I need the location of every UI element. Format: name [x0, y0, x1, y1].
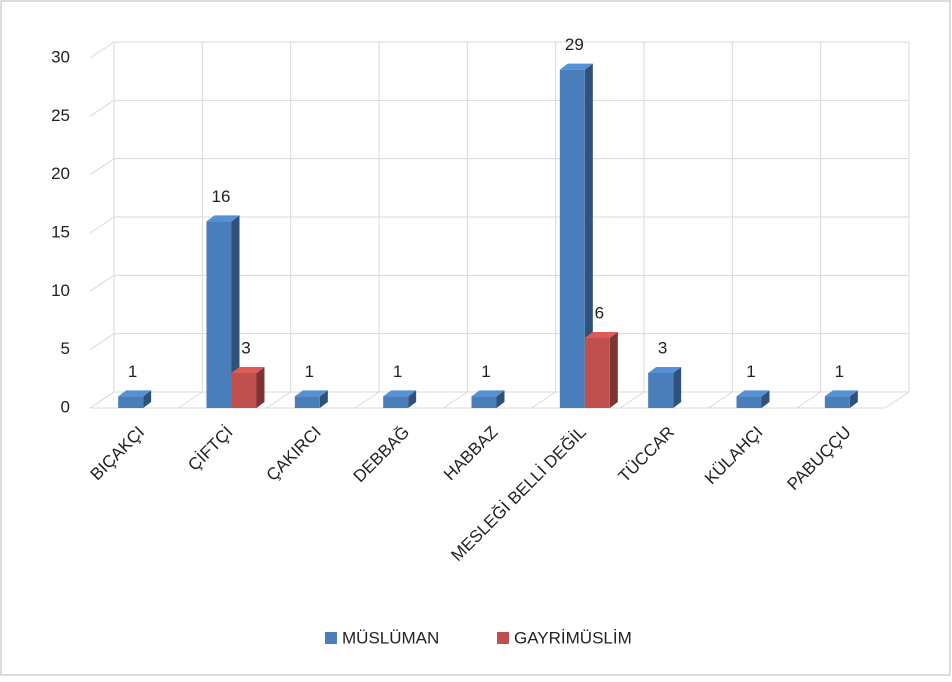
floor-divider — [796, 391, 821, 409]
bar — [294, 390, 328, 408]
y-tick-label: 20 — [51, 164, 70, 183]
grid-line-side — [89, 99, 115, 117]
bar-side — [143, 390, 152, 408]
bar-front — [824, 396, 850, 408]
bar-front — [471, 396, 497, 408]
data-label: 29 — [565, 35, 584, 54]
bar-front — [584, 338, 610, 408]
legend-swatch — [497, 632, 509, 644]
bar — [471, 390, 505, 408]
bar-top — [824, 390, 858, 397]
floor-divider — [708, 391, 733, 409]
bar-top — [584, 332, 618, 338]
floor-divider — [178, 391, 203, 409]
floor-divider — [531, 391, 556, 409]
floor-divider — [619, 391, 645, 409]
bar-top — [648, 367, 682, 373]
bar-front — [736, 396, 762, 408]
bar-side — [496, 390, 505, 408]
data-label: 1 — [835, 362, 844, 381]
legend-label: GAYRİMÜSLİM — [514, 628, 632, 647]
bar-front — [118, 396, 144, 408]
y-tick-label: 10 — [51, 281, 70, 300]
grid-line-side — [89, 158, 115, 176]
bar-top — [736, 390, 770, 397]
grid-line-side — [89, 274, 115, 292]
bar-top — [471, 390, 505, 397]
floor-divider — [266, 391, 291, 409]
bar-side — [408, 390, 417, 408]
data-label: 1 — [128, 362, 137, 381]
bar-front — [294, 396, 320, 408]
bar-front — [648, 373, 674, 408]
bar-side — [761, 390, 770, 408]
data-label: 3 — [241, 338, 250, 357]
bar-front — [231, 373, 257, 408]
bar-top — [118, 390, 152, 397]
bar-side — [609, 332, 618, 408]
bar-side — [319, 390, 328, 408]
data-label: 1 — [746, 362, 755, 381]
bar-top — [559, 63, 593, 70]
data-label: 6 — [595, 303, 604, 322]
bar-front — [559, 69, 585, 409]
bar-top — [294, 390, 328, 397]
bar-side — [673, 367, 682, 408]
bar — [231, 367, 265, 408]
bar — [648, 367, 682, 408]
y-tick-label: 15 — [51, 222, 70, 241]
bar-side — [256, 367, 265, 408]
legend-label: MÜSLÜMAN — [342, 628, 439, 647]
bar-front — [383, 396, 409, 408]
data-label: 16 — [212, 187, 231, 206]
bar-top — [206, 215, 240, 222]
data-label: 1 — [393, 362, 402, 381]
bar — [206, 215, 240, 408]
data-label: 3 — [658, 338, 667, 357]
bar — [736, 390, 770, 408]
y-tick-label: 30 — [51, 47, 70, 66]
bar-side — [584, 63, 593, 409]
bar — [383, 390, 417, 408]
bar-side — [849, 390, 858, 408]
bar — [824, 390, 858, 408]
data-label: 1 — [481, 362, 490, 381]
grid-line-side — [89, 216, 115, 234]
bar — [559, 63, 593, 409]
grid-line-side — [89, 391, 115, 409]
y-tick-label: 25 — [51, 106, 70, 125]
legend-swatch — [325, 632, 337, 644]
bar-front — [206, 221, 232, 408]
data-label: 1 — [305, 362, 314, 381]
y-tick-label: 0 — [61, 397, 70, 416]
bar-side — [231, 215, 240, 408]
floor-divider — [884, 391, 910, 409]
bar-top — [383, 390, 417, 397]
bar-top — [231, 367, 265, 373]
y-tick-label: 5 — [61, 339, 70, 358]
floor-divider — [354, 391, 380, 409]
bar — [584, 332, 618, 408]
bar — [118, 390, 152, 408]
grid-line-side — [89, 41, 115, 59]
grid-line-side — [89, 333, 115, 351]
floor-divider — [443, 391, 468, 409]
